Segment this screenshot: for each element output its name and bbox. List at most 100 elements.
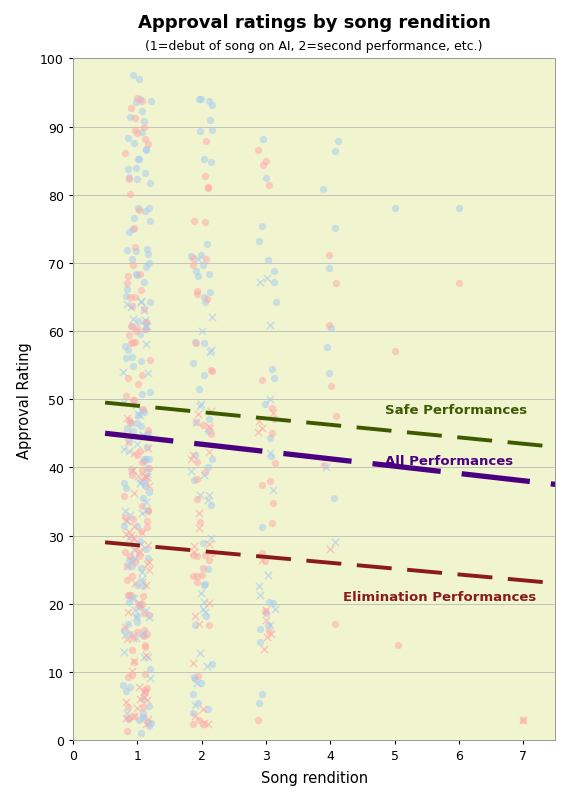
- Point: [144, 504, 153, 517]
- Point: [120, 443, 129, 456]
- Point: [190, 610, 200, 623]
- Point: [143, 539, 152, 552]
- Point: [519, 713, 528, 726]
- Point: [196, 516, 205, 529]
- Point: [133, 410, 142, 423]
- Point: [189, 707, 198, 719]
- Point: [258, 220, 267, 233]
- Point: [193, 569, 202, 582]
- Point: [268, 407, 277, 420]
- Point: [324, 262, 333, 275]
- Point: [206, 533, 216, 545]
- Point: [119, 624, 128, 637]
- Point: [194, 670, 203, 683]
- Point: [136, 477, 145, 490]
- Point: [135, 154, 144, 167]
- Point: [138, 581, 147, 593]
- Point: [204, 268, 213, 281]
- Point: [140, 630, 149, 642]
- Point: [270, 457, 279, 470]
- Point: [201, 578, 210, 591]
- Point: [130, 592, 139, 605]
- Point: [206, 286, 215, 299]
- Point: [120, 396, 129, 409]
- Point: [189, 718, 198, 731]
- Point: [206, 406, 216, 419]
- Point: [140, 276, 149, 289]
- Point: [133, 408, 142, 421]
- Point: [263, 272, 272, 285]
- Point: [202, 660, 211, 673]
- Point: [121, 546, 130, 559]
- Point: [271, 602, 280, 615]
- Point: [128, 260, 137, 273]
- Point: [145, 453, 154, 466]
- Point: [131, 245, 140, 257]
- Point: [270, 265, 279, 278]
- Y-axis label: Approval Rating: Approval Rating: [17, 342, 31, 458]
- Point: [140, 651, 149, 664]
- Point: [137, 566, 146, 579]
- Point: [193, 577, 202, 589]
- Point: [143, 628, 152, 641]
- Point: [193, 289, 202, 302]
- Point: [121, 290, 130, 303]
- Point: [138, 590, 148, 603]
- Point: [120, 621, 129, 634]
- Point: [132, 702, 141, 715]
- Point: [128, 313, 137, 326]
- Point: [125, 329, 134, 342]
- Point: [136, 602, 145, 614]
- Point: [141, 316, 150, 329]
- Point: [196, 646, 205, 659]
- Point: [196, 676, 205, 689]
- Point: [259, 134, 268, 147]
- Point: [200, 291, 209, 304]
- Point: [122, 515, 132, 528]
- Point: [140, 115, 149, 128]
- Point: [136, 535, 145, 548]
- Point: [124, 589, 133, 602]
- Point: [261, 156, 271, 168]
- Point: [139, 624, 148, 637]
- Point: [124, 372, 133, 385]
- Text: Elimination Performances: Elimination Performances: [343, 590, 537, 603]
- Point: [188, 259, 197, 272]
- Point: [123, 707, 132, 719]
- Point: [200, 596, 209, 609]
- Point: [122, 298, 132, 311]
- Point: [260, 398, 269, 411]
- Point: [255, 415, 264, 428]
- Point: [135, 598, 144, 611]
- Point: [208, 99, 217, 111]
- Point: [132, 173, 141, 186]
- Point: [141, 604, 150, 617]
- Point: [195, 399, 204, 412]
- Point: [144, 716, 153, 729]
- Point: [137, 96, 146, 109]
- Point: [193, 253, 202, 266]
- Point: [207, 344, 216, 357]
- Point: [142, 504, 151, 517]
- Point: [120, 629, 129, 642]
- Point: [203, 461, 212, 474]
- Point: [259, 159, 268, 172]
- Point: [269, 372, 279, 385]
- Point: [140, 472, 149, 484]
- Point: [119, 679, 128, 692]
- X-axis label: Song rendition: Song rendition: [261, 771, 368, 785]
- Point: [267, 627, 276, 640]
- Point: [128, 553, 137, 566]
- Point: [120, 340, 129, 353]
- Point: [141, 144, 150, 156]
- Point: [137, 388, 146, 401]
- Point: [207, 547, 216, 560]
- Point: [188, 570, 197, 583]
- Text: Approval ratings by song rendition: Approval ratings by song rendition: [138, 14, 491, 32]
- Point: [121, 148, 130, 160]
- Point: [144, 248, 153, 261]
- Point: [137, 456, 146, 469]
- Point: [189, 657, 198, 670]
- Point: [268, 484, 277, 497]
- Point: [140, 304, 149, 317]
